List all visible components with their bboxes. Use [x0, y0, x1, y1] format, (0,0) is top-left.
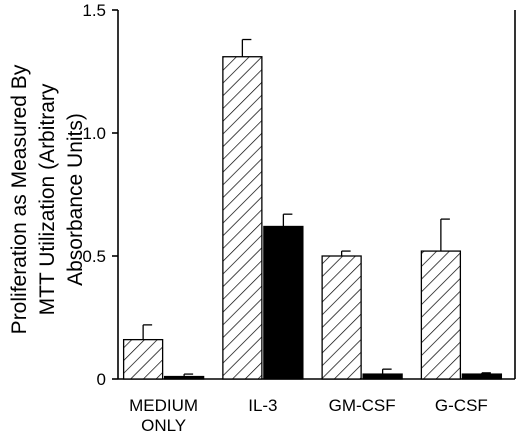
solid-bar [362, 373, 403, 380]
y-ticks: 0 0.5 1.0 1.5 [82, 1, 118, 389]
y-axis-label: Proliferation as Measured By MTT Utilizat… [8, 64, 87, 334]
hatched-bar [222, 56, 263, 380]
y-tick-label: 0 [97, 370, 106, 389]
y-tick-label: 1.0 [82, 124, 106, 143]
hatched-bar [321, 255, 362, 380]
y-tick-label: 1.5 [82, 1, 106, 20]
x-tick-label: GM-CSF [329, 396, 396, 415]
bars [122, 56, 503, 380]
solid-bar [263, 225, 304, 380]
solid-bar [163, 375, 205, 380]
hatched-bar [122, 338, 164, 380]
x-tick-label: ONLY [141, 416, 186, 434]
solid-bar [461, 373, 503, 380]
y-axis-label-line: MTT Utilization (Arbitrary [36, 83, 59, 315]
x-tick-label: MEDIUM [129, 396, 198, 415]
y-axis-label-line: Proliferation as Measured By [8, 64, 31, 334]
x-tick-label: IL-3 [248, 396, 277, 415]
y-tick-label: 0.5 [82, 247, 106, 266]
error-bars [142, 38, 491, 377]
x-tick-label: G-CSF [435, 396, 488, 415]
y-axis-label-line: Absorbance Units) [64, 113, 87, 286]
hatched-bar [420, 250, 462, 380]
